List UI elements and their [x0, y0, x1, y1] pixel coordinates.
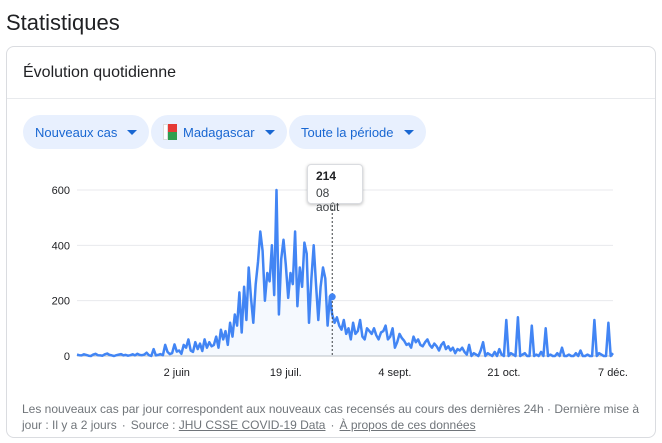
- location-dropdown-label: Madagascar: [183, 124, 255, 140]
- source-link[interactable]: JHU CSSE COVID-19 Data: [178, 418, 326, 432]
- y-tick-label: 600: [52, 185, 70, 197]
- hover-point: [328, 293, 336, 301]
- x-tick-label: 2 juin: [164, 367, 190, 379]
- about-data-link[interactable]: À propos de ces données: [339, 418, 476, 432]
- location-dropdown[interactable]: Madagascar: [151, 115, 287, 149]
- stats-card: Évolution quotidienne Nouveaux cas Madag…: [6, 46, 656, 438]
- madagascar-flag-icon: [163, 124, 177, 140]
- series-line: [76, 188, 614, 358]
- metric-dropdown[interactable]: Nouveaux cas: [23, 115, 150, 149]
- x-tick-label: 4 sept.: [378, 367, 411, 379]
- daily-cases-chart[interactable]: 600 400 200 0 2 juin 19 juil. 4 sept. 21 oct. 7 …: [0, 0, 662, 400]
- tooltip-date: 08 août: [316, 186, 340, 214]
- source-label: Source :: [130, 418, 176, 432]
- chevron-down-icon: [403, 129, 414, 135]
- card-title: Évolution quotidienne: [23, 64, 177, 81]
- y-tick-label: 0: [64, 351, 70, 363]
- x-tick-label: 7 déc.: [598, 367, 628, 379]
- x-tick-label: 21 oct.: [487, 367, 520, 379]
- chevron-down-icon: [264, 129, 275, 135]
- period-dropdown-label: Toute la période: [301, 124, 394, 140]
- x-tick-label: 19 juil.: [270, 367, 302, 379]
- chart-tooltip: 214 08 août: [307, 164, 363, 214]
- period-dropdown[interactable]: Toute la période: [289, 115, 426, 149]
- chevron-down-icon: [127, 129, 138, 135]
- metric-dropdown-label: Nouveaux cas: [35, 124, 118, 140]
- y-tick-label: 200: [52, 296, 70, 308]
- chart-footer: Les nouveaux cas par jour correspondent …: [22, 402, 640, 432]
- tooltip-value: 214: [316, 169, 337, 183]
- card-header: Évolution quotidienne: [7, 47, 655, 99]
- y-tick-label: 400: [52, 240, 70, 252]
- page-title: Statistiques: [6, 10, 120, 35]
- footer-description: Les nouveaux cas par jour correspondent …: [22, 402, 640, 432]
